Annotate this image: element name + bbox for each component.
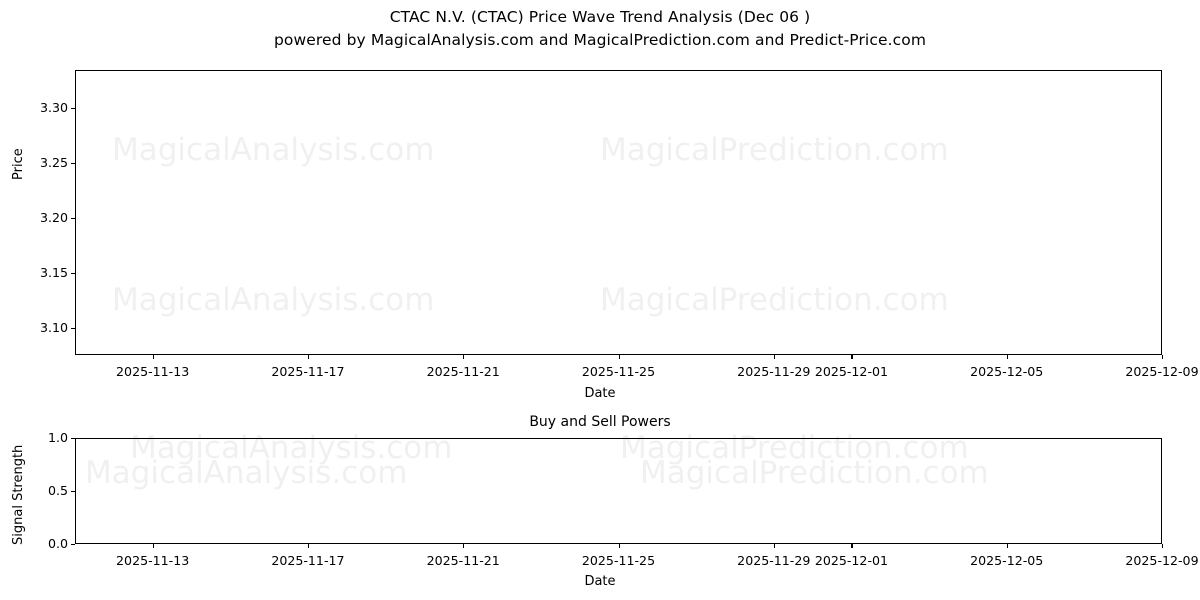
x-tick-mark xyxy=(851,544,853,548)
y-tick-label: 1.0 xyxy=(47,430,68,445)
price-plot-frame xyxy=(75,70,1162,355)
x-tick-label: 2025-11-13 xyxy=(116,364,190,379)
x-tick-mark xyxy=(618,544,620,548)
x-tick-mark xyxy=(152,355,154,359)
x-tick-label: 2025-12-01 xyxy=(814,364,889,379)
x-tick-mark xyxy=(1162,355,1164,359)
x-tick-mark xyxy=(463,544,465,548)
y-tick-label: 0.5 xyxy=(47,483,68,498)
y-tick-mark xyxy=(71,217,75,220)
x-tick-label: 2025-11-21 xyxy=(426,364,500,379)
signal-chart-title: Buy and Sell Powers xyxy=(529,414,671,430)
price-wave-trend-chart xyxy=(75,70,1162,355)
x-tick-label: 2025-12-09 xyxy=(1125,553,1199,568)
y-tick-mark xyxy=(71,163,75,165)
signal-plot-frame xyxy=(75,438,1162,544)
x-tick-mark xyxy=(851,355,853,359)
y-tick-label: 3.15 xyxy=(39,264,68,280)
y-tick-label: 0.0 xyxy=(47,536,68,551)
x-tick-label: 2025-11-29 xyxy=(737,553,811,568)
x-tick-mark xyxy=(618,355,620,359)
y-tick-label: 3.30 xyxy=(39,100,68,116)
y-tick-mark xyxy=(71,544,75,546)
y-tick-label: 3.10 xyxy=(39,319,68,335)
chart-subtitle: powered by MagicalAnalysis.com and Magic… xyxy=(273,31,927,49)
y-tick-label: 3.20 xyxy=(39,209,68,225)
y-tick-mark xyxy=(71,108,75,110)
y-tick-mark xyxy=(71,327,75,329)
x-tick-label: 2025-12-09 xyxy=(1125,364,1199,379)
x-tick-label: 2025-11-21 xyxy=(426,553,500,568)
price-axis-x-label: Date xyxy=(584,386,616,401)
x-tick-mark xyxy=(773,544,775,548)
buy-sell-powers-chart xyxy=(75,438,1162,544)
x-tick-label: 2025-12-05 xyxy=(970,364,1044,379)
x-tick-label: 2025-11-25 xyxy=(581,364,656,379)
x-tick-mark xyxy=(463,355,465,359)
y-tick-mark xyxy=(71,438,75,440)
x-tick-mark xyxy=(307,355,310,359)
signal-axis-x-label: Date xyxy=(584,574,616,589)
signal-axis-y-label: Signal Strength xyxy=(11,444,26,545)
x-tick-mark xyxy=(307,544,310,548)
x-tick-mark xyxy=(773,355,775,359)
x-tick-mark xyxy=(152,544,154,548)
y-tick-mark xyxy=(71,491,75,493)
y-tick-mark xyxy=(71,272,75,274)
x-tick-mark xyxy=(1006,355,1008,359)
x-tick-label: 2025-11-17 xyxy=(271,553,345,568)
x-tick-label: 2025-11-29 xyxy=(737,364,811,379)
x-tick-label: 2025-11-17 xyxy=(271,364,345,379)
x-tick-label: 2025-11-13 xyxy=(116,553,190,568)
chart-title: CTAC N.V. (CTAC) Price Wave Trend Analys… xyxy=(389,8,811,26)
x-tick-label: 2025-12-05 xyxy=(970,553,1044,568)
x-tick-label: 2025-12-01 xyxy=(814,553,889,568)
x-tick-label: 2025-11-25 xyxy=(581,553,656,568)
y-tick-label: 3.25 xyxy=(39,155,68,171)
x-tick-mark xyxy=(1006,544,1008,548)
x-tick-mark xyxy=(1162,544,1164,548)
